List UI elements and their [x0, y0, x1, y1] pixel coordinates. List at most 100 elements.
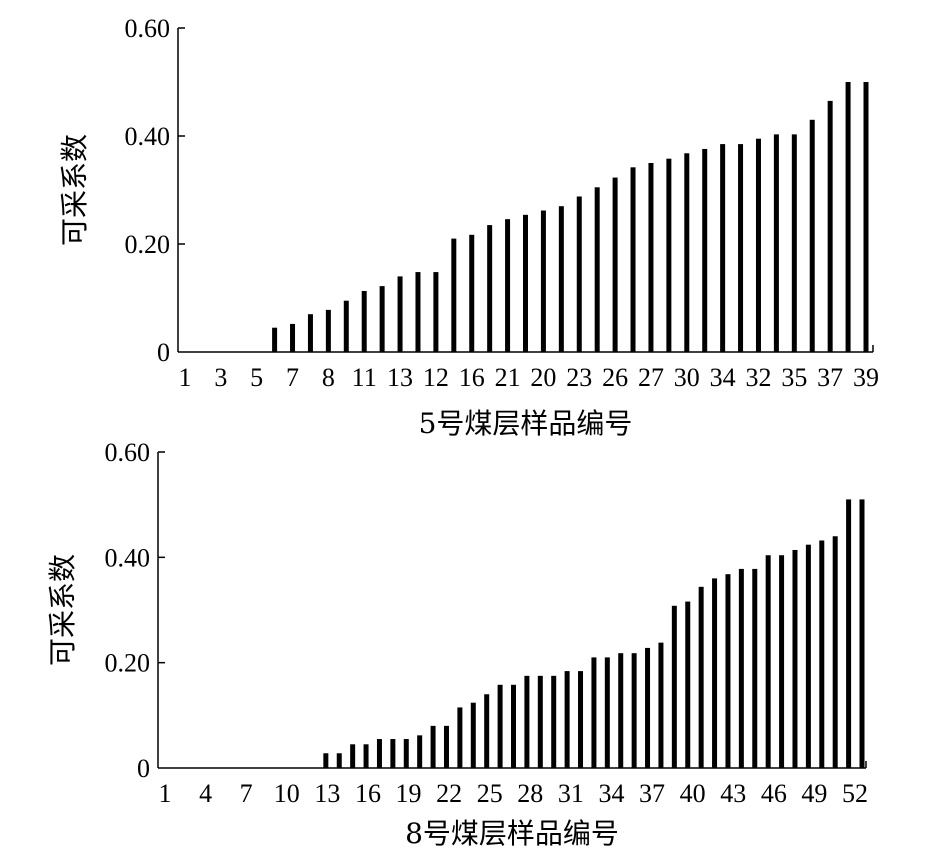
bar: [752, 568, 758, 768]
bar: [792, 549, 798, 768]
x-tick-label: 43: [720, 779, 746, 808]
bar: [415, 272, 421, 352]
bar: [497, 684, 503, 768]
bar: [307, 314, 313, 352]
bar: [631, 653, 637, 768]
y-tick-label: 0.20: [125, 230, 171, 259]
x-tick-label: 32: [745, 363, 771, 392]
y-tick-label: 0.40: [105, 543, 151, 572]
x-tick-label: 34: [598, 779, 624, 808]
x-tick-label: 20: [530, 363, 556, 392]
x-tick-label: 22: [436, 779, 462, 808]
chart-1: 00.200.400.601 3 5 7 8 11 13 12 16 21 20 23 26 27 30 34…: [58, 14, 879, 440]
x-tick-label: 8: [322, 363, 335, 392]
bar: [755, 138, 761, 352]
bar: [846, 499, 852, 768]
bar: [397, 276, 403, 352]
x-tick-label: 37: [817, 363, 843, 392]
x-tick-label: 1: [159, 779, 172, 808]
bar: [361, 290, 367, 352]
x-tick-label: 7: [286, 363, 299, 392]
x-tick-label: 39: [853, 363, 879, 392]
bar: [511, 684, 516, 768]
bar: [612, 177, 618, 352]
x-tick-label: 35: [781, 363, 807, 392]
bar: [451, 238, 457, 352]
x-tick-label: 25: [477, 779, 503, 808]
bar: [524, 675, 530, 768]
bar: [712, 578, 718, 768]
bar: [484, 694, 490, 768]
bar: [443, 725, 449, 768]
y-tick-label: 0.20: [105, 649, 151, 678]
bar: [540, 210, 546, 352]
bar: [564, 671, 570, 768]
bar: [433, 272, 439, 352]
x-tick-label: 10: [274, 779, 300, 808]
bar: [738, 568, 744, 768]
bar: [363, 744, 369, 768]
bar: [558, 206, 564, 352]
x-tick-label: 34: [710, 363, 736, 392]
x-tick-label: 3: [214, 363, 227, 392]
bar: [698, 586, 704, 768]
bar: [430, 725, 436, 768]
bar: [845, 82, 851, 352]
bar: [805, 544, 811, 768]
bar: [685, 601, 691, 768]
x-axis-title: 8号煤层样品编号: [405, 817, 619, 850]
bar: [658, 642, 664, 768]
bar: [323, 753, 329, 768]
bar: [390, 739, 396, 768]
y-axis-title: 可采系数: [46, 554, 79, 666]
bar: [630, 167, 636, 352]
bar: [350, 744, 356, 768]
bar: [325, 309, 331, 352]
bar: [457, 707, 463, 768]
x-tick-label: 46: [761, 779, 787, 808]
bar: [591, 657, 597, 768]
chart-2: 0 0.20 0.40 0.60 1 4 7 10 13 16 19 22 25 28 31 34 37 40 43…: [46, 438, 868, 850]
bar: [470, 702, 476, 768]
x-tick-label: 16: [355, 779, 381, 808]
bar: [469, 234, 475, 352]
x-tick-label: 7: [240, 779, 253, 808]
x-tick-label: 37: [639, 779, 665, 808]
bar: [791, 134, 797, 352]
bar: [336, 753, 342, 768]
bar: [832, 536, 838, 768]
bar: [765, 555, 771, 768]
y-tick-label: 0.60: [125, 14, 171, 43]
x-tick-label: 40: [680, 779, 706, 808]
y-tick-label: 0: [157, 338, 170, 367]
bar: [618, 653, 624, 768]
x-axis-title: 5号煤层样品编号: [419, 407, 633, 440]
x-tick-label: 21: [495, 363, 521, 392]
bar: [863, 82, 869, 352]
bar: [671, 605, 677, 768]
x-tick-label: 12: [423, 363, 449, 392]
bar: [809, 119, 815, 352]
bar: [403, 739, 409, 768]
bar: [702, 148, 708, 352]
x-tick-label: 23: [566, 363, 592, 392]
bar: [648, 163, 654, 352]
x-tick-label: 16: [459, 363, 485, 392]
y-tick-label: 0: [137, 754, 150, 783]
y-axis-title: 可采系数: [58, 134, 91, 246]
bar: [827, 100, 833, 353]
bar: [684, 153, 690, 352]
bar: [537, 675, 543, 768]
bar: [779, 555, 785, 768]
y-tick-label: 0.60: [105, 438, 151, 467]
x-tick-label: 4: [199, 779, 212, 808]
bar: [604, 657, 610, 768]
x-tick-label: 11: [352, 363, 377, 392]
bar: [551, 675, 557, 768]
x-tick-label: 13: [314, 779, 340, 808]
x-tick-label: 49: [801, 779, 827, 808]
bar: [666, 158, 672, 352]
bar: [272, 327, 278, 352]
x-tick-label: 28: [517, 779, 543, 808]
bar: [578, 671, 584, 768]
